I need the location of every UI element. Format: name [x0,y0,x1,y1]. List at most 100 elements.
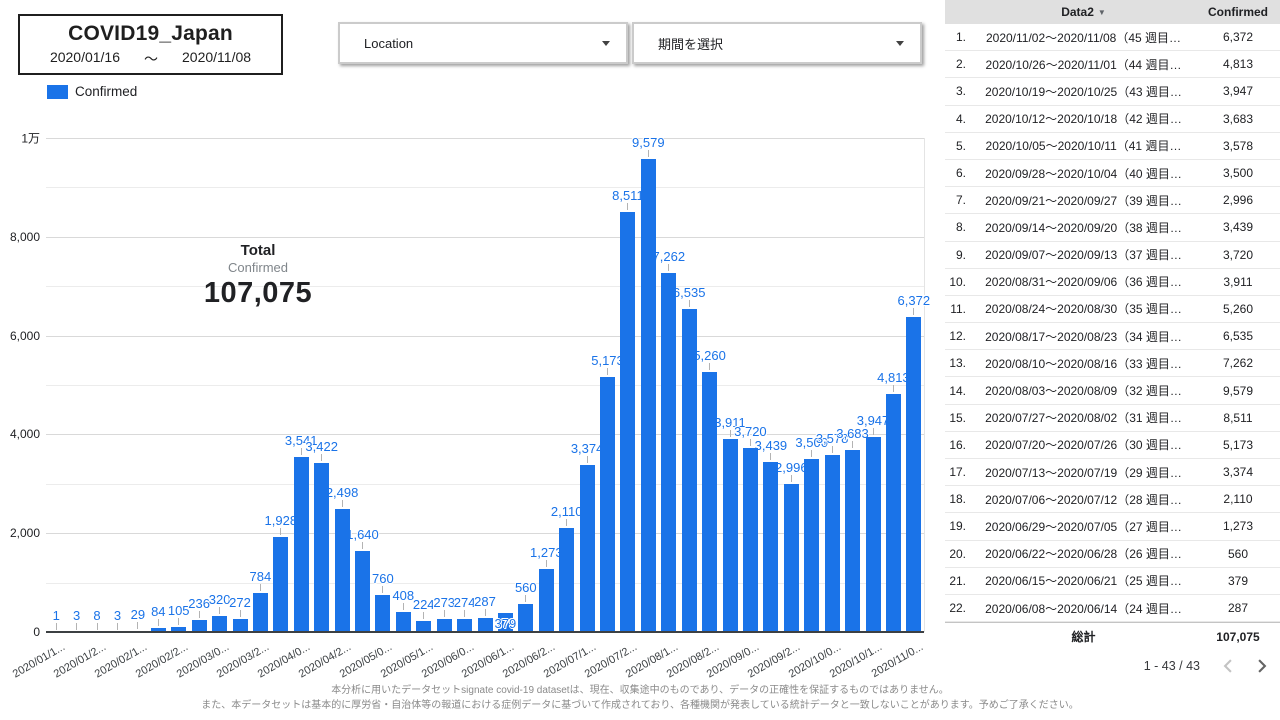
bar[interactable] [579,465,595,632]
pagination-next-icon[interactable] [1256,659,1268,673]
bar[interactable] [171,626,187,632]
bar[interactable] [232,618,248,632]
bar-value-label: 3,422 [305,439,338,454]
bar[interactable] [293,457,309,632]
bar[interactable] [885,394,901,632]
date-range-end: 2020/11/08 [182,49,252,65]
bar[interactable] [273,536,289,632]
bar-value-label: 1 [52,607,60,623]
bar[interactable] [457,618,473,632]
row-period: 2020/09/21～2020/09/27（39 週目… [985,193,1182,208]
bar[interactable] [661,273,677,632]
row-rank: 17. [949,465,966,480]
bar-value-label: 274 [453,594,476,610]
label-leader-line [178,617,180,625]
label-leader-line [76,622,78,630]
label-leader-line [55,622,57,630]
label-leader-line [770,453,772,461]
label-leader-line [688,300,690,308]
bar[interactable] [191,620,207,632]
label-leader-line [443,609,445,617]
bar[interactable] [150,627,166,632]
row-period: 2020/08/24～2020/08/30（35 週目… [985,302,1182,317]
bar[interactable] [763,462,779,632]
table-row: 15. 2020/07/27～2020/08/02（31 週目… 8,511 [945,405,1280,432]
bar[interactable] [600,376,615,632]
label-leader-line [892,385,894,393]
bar-value-label: 287 [474,593,496,609]
row-rank: 5. [955,138,966,153]
bar[interactable] [742,448,758,632]
bar[interactable] [518,604,534,632]
bar[interactable] [681,309,697,632]
bar[interactable] [497,613,513,632]
bar-value-label: 84 [151,603,166,619]
bar[interactable] [252,593,268,632]
bar[interactable] [538,569,554,632]
row-confirmed: 3,439 [1222,220,1254,235]
bar[interactable] [620,211,636,632]
label-leader-line [362,542,363,549]
row-period: 2020/06/29～2020/07/05（27 週目… [985,519,1182,534]
row-period: 2020/06/15～2020/06/21（25 週目… [985,574,1182,589]
bar[interactable] [906,317,922,632]
chevron-down-icon [602,40,610,46]
bar[interactable] [375,594,391,632]
bar-value-label: 784 [249,569,272,585]
location-filter-dropdown[interactable]: Location [338,22,628,64]
label-leader-line [198,611,200,619]
bar[interactable] [559,527,575,632]
bar-value-label: 1,273 [530,545,563,561]
bar[interactable] [640,158,656,632]
table-total-row: 総計 107,075 [945,622,1280,650]
table-row: 13. 2020/08/10～2020/08/16（33 週目… 7,262 [945,350,1280,378]
table-row: 9. 2020/09/07～2020/09/13（37 週目… 3,720 [945,242,1280,269]
table-row: 22. 2020/06/08～2020/06/14（24 週目… 287 [945,595,1280,623]
pagination-prev-icon[interactable] [1222,659,1234,673]
gridline [46,286,924,288]
row-confirmed: 3,374 [1222,465,1254,480]
row-confirmed: 3,500 [1222,166,1254,181]
column-header-data2-label: Data2 [1061,5,1094,19]
bar[interactable] [355,551,370,632]
bar[interactable] [314,463,330,632]
bar[interactable] [865,437,881,632]
label-leader-line [566,518,568,526]
bar[interactable] [334,508,350,632]
row-confirmed: 3,720 [1222,247,1254,262]
column-header-data2[interactable]: Data2 ▼ [971,5,1196,19]
label-leader-line [627,202,629,210]
row-rank: 3. [955,84,966,99]
bar[interactable] [212,616,228,632]
row-period: 2020/08/10～2020/08/16（33 週目… [985,356,1182,371]
bar[interactable] [477,617,493,632]
bar[interactable] [722,438,738,632]
bar[interactable] [824,455,840,632]
row-period: 2020/10/26～2020/11/01（44 週目… [985,57,1182,72]
bar[interactable] [702,372,718,632]
row-rank: 12. [949,329,966,344]
row-period: 2020/07/20～2020/07/26（30 週目… [985,438,1182,453]
bar[interactable] [436,618,452,632]
gridline [46,385,924,386]
bar-value-label: 105 [167,602,190,618]
table-row: 16. 2020/07/20～2020/07/26（30 週目… 5,173 [945,432,1280,459]
period-filter-dropdown[interactable]: 期間を選択 [632,22,922,64]
row-rank: 10. [949,274,966,289]
row-period: 2020/09/14～2020/09/20（38 週目… [985,220,1182,235]
bar-value-label: 9,579 [632,134,665,150]
bar[interactable] [804,459,820,632]
row-confirmed: 560 [1227,546,1249,561]
bar[interactable] [395,611,411,632]
bar[interactable] [783,484,799,632]
bar[interactable] [416,620,432,632]
label-leader-line [831,446,833,454]
label-leader-line [300,448,302,456]
column-header-confirmed[interactable]: Confirmed [1208,5,1268,19]
table-pagination: 1 - 43 / 43 [945,650,1280,682]
row-period: 2020/08/03～2020/08/09（32 週目… [985,384,1182,399]
label-leader-line [219,607,221,615]
bar-value-label: 3,683 [836,426,869,442]
row-rank: 16. [949,437,966,452]
bar[interactable] [845,450,860,632]
